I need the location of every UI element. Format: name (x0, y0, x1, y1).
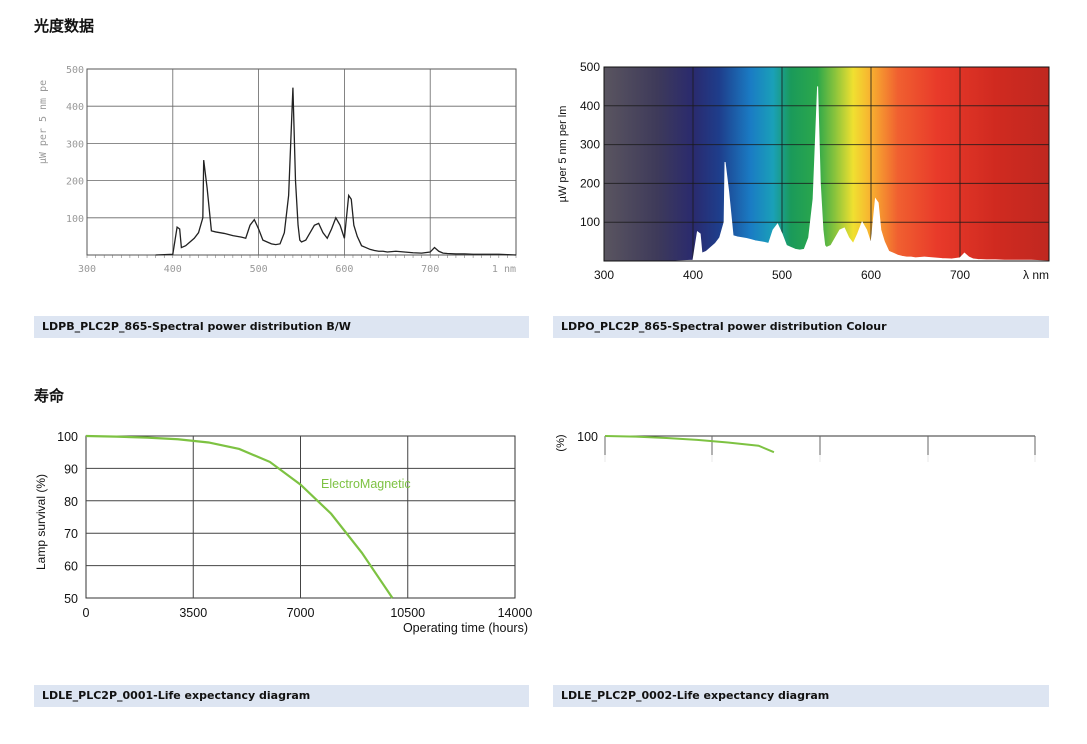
y-tick-label: 60 (64, 560, 78, 574)
y-axis-label: µW per 5 nm pe (38, 80, 49, 164)
y-tick-label: 200 (580, 176, 600, 190)
caption-life-2: LDLE_PLC2P_0002-Life expectancy diagram (553, 685, 1049, 707)
y-tick-label: 50 (64, 592, 78, 606)
spectral-section-title: 光度数据 (34, 17, 95, 35)
x-tick-label: 14000 (498, 606, 533, 620)
x-tick-label: 500 (250, 264, 268, 275)
x-axis-label: 1 nm (492, 264, 516, 275)
y-tick-label: 100 (66, 214, 84, 225)
plot-frame (86, 68, 517, 256)
y-tick-label: 100 (580, 215, 600, 229)
x-tick-label: 7000 (287, 606, 315, 620)
x-axis-label: λ nm (1023, 268, 1049, 282)
plot-frame (603, 66, 1050, 262)
caption-life-1: LDLE_PLC2P_0001-Life expectancy diagram (34, 685, 529, 707)
x-tick-label: 400 (683, 268, 703, 282)
y-tick-label: 500 (580, 60, 600, 74)
life-section-title: 寿命 (34, 387, 65, 405)
x-tick-label: 500 (772, 268, 792, 282)
y-tick-label: 70 (64, 527, 78, 541)
spd-colour-area (675, 86, 1050, 262)
x-tick-label: 300 (78, 264, 96, 275)
y-tick-label: 90 (64, 462, 78, 476)
x-tick-label: 300 (594, 268, 614, 282)
y-tick-label: 100 (577, 430, 598, 444)
y-axis-label: µW per 5 nm per lm (557, 106, 569, 203)
life-expectancy-chart-2: 100 (%) (555, 430, 1050, 495)
x-tick-label: 700 (421, 264, 439, 275)
y-tick-label: 400 (66, 102, 84, 113)
spectrum-background (604, 67, 1049, 261)
x-tick-label: 10500 (390, 606, 425, 620)
y-axis-label: Lamp survival (%) (34, 474, 48, 570)
y-tick-label: 80 (64, 495, 78, 509)
spd-colour-chart: 300 400 500 600 700 λ nm 100 200 300 400 500 µW per… (557, 60, 1050, 282)
life-curve-2 (604, 435, 775, 454)
x-tick-label: 600 (861, 268, 881, 282)
life-expectancy-chart-1: ElectroMagnetic 0 3500 7000 10500 14000Operat… (34, 430, 533, 635)
fade-overlay (600, 455, 1050, 495)
x-tick-label: 700 (950, 268, 970, 282)
x-axis-label: Operating time (hours) (403, 621, 528, 635)
spd-bw-line (155, 87, 517, 256)
y-tick-label: 500 (66, 65, 84, 76)
caption-spd-bw: LDPB_PLC2P_865-Spectral power distributi… (34, 316, 529, 338)
y-tick-label: 300 (580, 138, 600, 152)
series-label: ElectroMagnetic (321, 477, 411, 491)
y-axis-label: (%) (555, 434, 567, 451)
spd-bw-chart: 300 400 500 600 700 1 nm 100 200 300 400 500 µW per… (38, 65, 517, 275)
caption-spd-colour: LDPO_PLC2P_865-Spectral power distributi… (553, 316, 1049, 338)
y-tick-label: 200 (66, 177, 84, 188)
x-tick-label: 0 (83, 606, 90, 620)
x-tick-label: 600 (335, 264, 353, 275)
y-tick-label: 100 (57, 430, 78, 444)
x-tick-label: 400 (164, 264, 182, 275)
y-tick-label: 300 (66, 139, 84, 150)
x-tick-label: 3500 (179, 606, 207, 620)
y-tick-label: 400 (580, 99, 600, 113)
life-curve-electromagnetic (85, 434, 394, 599)
